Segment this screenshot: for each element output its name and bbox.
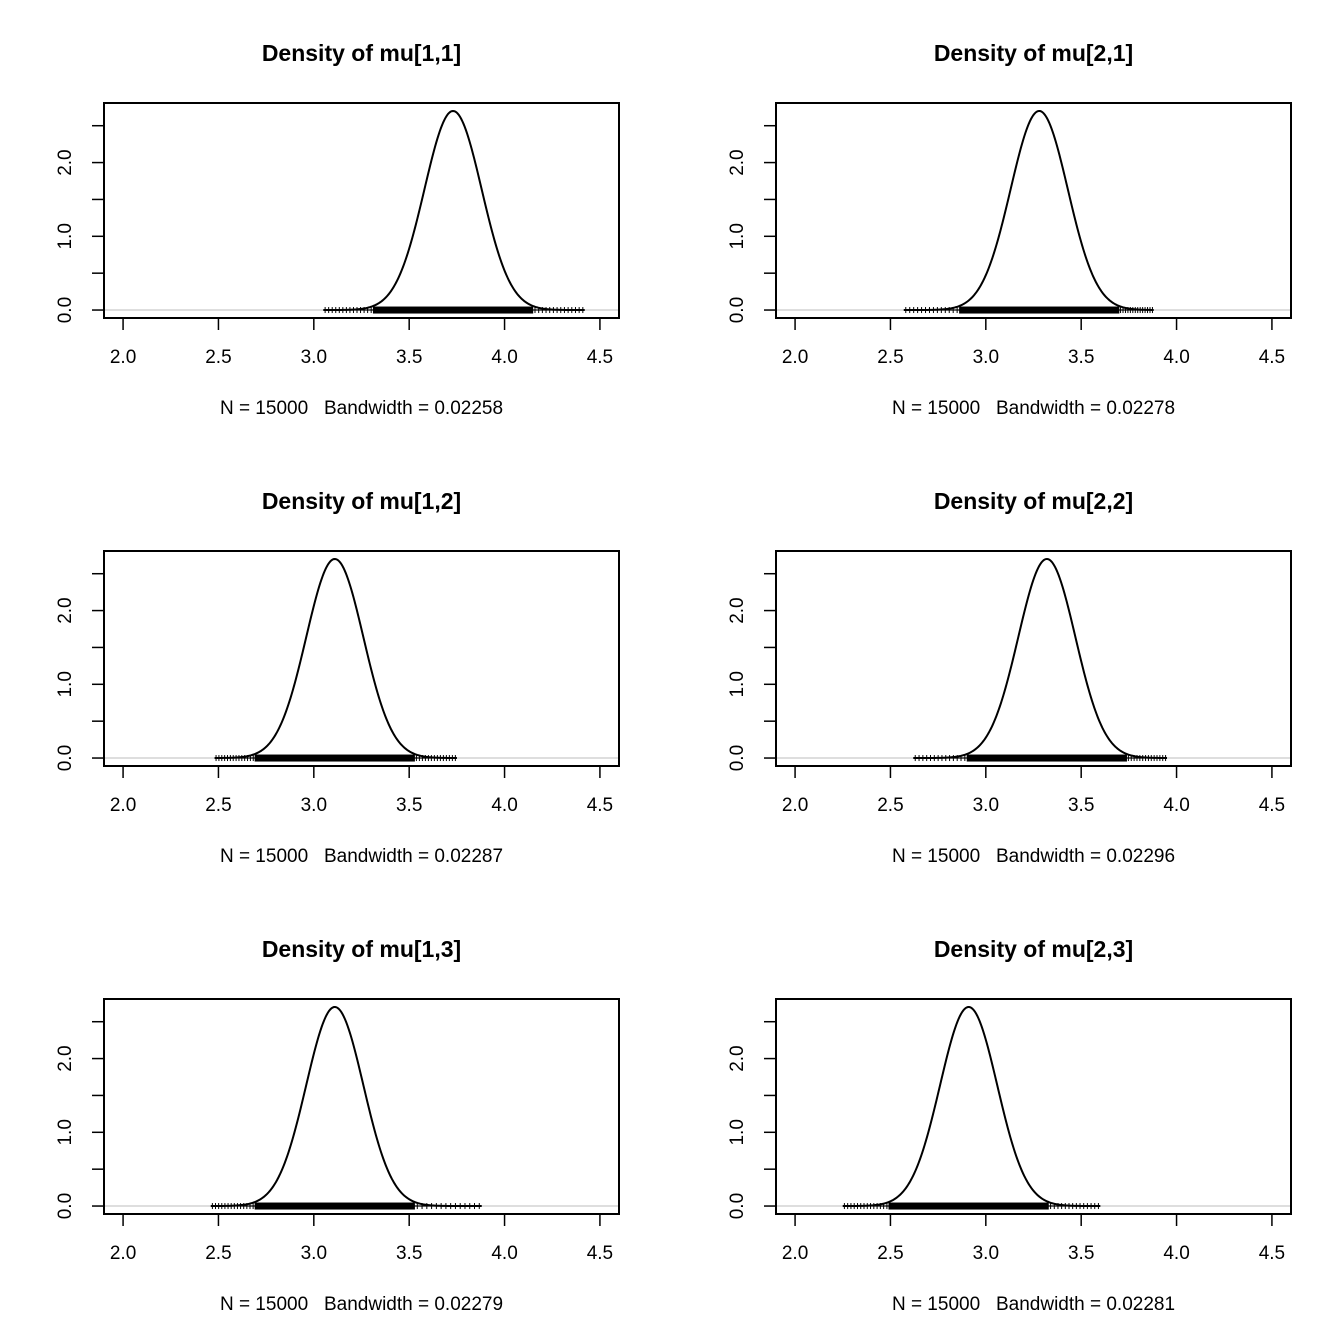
x-tick-label: 2.0 (110, 347, 136, 368)
plot-frame (103, 550, 620, 767)
x-tick-label: 4.0 (491, 795, 517, 816)
x-tick-label: 4.5 (587, 347, 613, 368)
x-axis-label: N = 15000 Bandwidth = 0.02287 (220, 846, 503, 867)
x-tick-label: 4.5 (587, 1243, 613, 1264)
x-tick-label: 4.5 (1259, 347, 1285, 368)
density-panel-5: Density of mu[1,3] 2.0 2.5 3.0 3.5 4.0 4.5 0.0 1… (55, 936, 620, 1315)
density-curve (913, 557, 1168, 760)
density-panel-6: Density of mu[2,3] 2.0 2.5 3.0 3.5 4.0 4.5 0.0 1… (727, 936, 1292, 1315)
y-tick-label: 0.0 (727, 297, 748, 323)
rug-band (959, 306, 1120, 314)
x-tick-label: 2.0 (110, 795, 136, 816)
x-tick-label: 3.0 (301, 347, 327, 368)
x-tick-label: 4.5 (587, 795, 613, 816)
x-tick-label: 3.0 (301, 795, 327, 816)
y-tick-label: 2.0 (55, 597, 76, 623)
x-tick-label: 3.5 (1068, 795, 1094, 816)
x-tick-label: 4.0 (1163, 795, 1189, 816)
x-tick-label: 3.5 (1068, 1243, 1094, 1264)
rug-band (372, 306, 534, 314)
density-curve (323, 109, 585, 312)
plot-frame (775, 998, 1292, 1215)
x-tick-label: 3.0 (973, 347, 999, 368)
x-tick-label: 3.5 (396, 1243, 422, 1264)
x-tick-label: 2.0 (110, 1243, 136, 1264)
plot-frame (103, 998, 620, 1215)
x-tick-label: 3.5 (1068, 347, 1094, 368)
x-tick-label: 4.0 (491, 1243, 517, 1264)
rug-band (888, 1202, 1049, 1210)
rug-band (966, 754, 1127, 762)
plot-frame (103, 102, 620, 319)
rug-band (254, 1202, 415, 1210)
y-tick-label: 0.0 (55, 745, 76, 771)
x-tick-label: 3.5 (396, 795, 422, 816)
x-tick-label: 3.0 (301, 1243, 327, 1264)
y-tick-label: 0.0 (727, 1193, 748, 1219)
x-axis-label: N = 15000 Bandwidth = 0.02279 (220, 1294, 503, 1315)
density-curve (210, 1005, 482, 1208)
density-curve (842, 1005, 1101, 1208)
panel-title: Density of mu[1,2] (262, 488, 461, 514)
y-tick-label: 2.0 (727, 1045, 748, 1071)
x-tick-label: 2.0 (782, 347, 808, 368)
x-tick-label: 4.0 (1163, 347, 1189, 368)
panel-title: Density of mu[1,3] (262, 936, 461, 962)
panel-title: Density of mu[2,3] (934, 936, 1133, 962)
x-axis-label: N = 15000 Bandwidth = 0.02258 (220, 398, 503, 419)
x-tick-label: 2.5 (877, 1243, 903, 1264)
density-panel-4: Density of mu[2,2] 2.0 2.5 3.0 3.5 4.0 4.5 0.0 1… (727, 488, 1292, 867)
density-panel-1: Density of mu[1,1] 2.0 2.5 3.0 3.5 4.0 4.5 0.0 1… (55, 40, 620, 419)
x-tick-label: 4.5 (1259, 1243, 1285, 1264)
x-axis-label: N = 15000 Bandwidth = 0.02296 (892, 846, 1175, 867)
density-panel-3: Density of mu[1,2] 2.0 2.5 3.0 3.5 4.0 4.5 0.0 1… (55, 488, 620, 867)
x-tick-label: 2.5 (877, 347, 903, 368)
x-tick-label: 4.0 (491, 347, 517, 368)
x-tick-label: 4.0 (1163, 1243, 1189, 1264)
y-tick-label: 2.0 (727, 149, 748, 175)
panel-title: Density of mu[2,2] (934, 488, 1133, 514)
y-tick-label: 2.0 (55, 149, 76, 175)
x-tick-label: 4.5 (1259, 795, 1285, 816)
y-tick-label: 1.0 (55, 671, 76, 697)
x-tick-label: 3.0 (973, 795, 999, 816)
panel-title: Density of mu[2,1] (934, 40, 1133, 66)
y-tick-label: 0.0 (55, 297, 76, 323)
x-tick-label: 3.5 (396, 347, 422, 368)
y-tick-label: 2.0 (727, 597, 748, 623)
y-tick-label: 1.0 (55, 223, 76, 249)
density-curve (214, 557, 457, 760)
y-tick-label: 1.0 (727, 671, 748, 697)
y-tick-label: 0.0 (727, 745, 748, 771)
y-tick-label: 1.0 (727, 1119, 748, 1145)
plot-frame (775, 102, 1292, 319)
y-tick-label: 0.0 (55, 1193, 76, 1219)
x-tick-label: 3.0 (973, 1243, 999, 1264)
x-tick-label: 2.5 (205, 795, 231, 816)
rug-band (254, 754, 415, 762)
y-tick-label: 2.0 (55, 1045, 76, 1071)
x-axis-label: N = 15000 Bandwidth = 0.02281 (892, 1294, 1175, 1315)
x-tick-label: 2.0 (782, 1243, 808, 1264)
density-curve (903, 109, 1154, 312)
x-tick-label: 2.5 (877, 795, 903, 816)
plot-frame (775, 550, 1292, 767)
density-panel-2: Density of mu[2,1] 2.0 2.5 3.0 3.5 4.0 4.5 0.0 1… (727, 40, 1292, 419)
y-tick-label: 1.0 (727, 223, 748, 249)
x-tick-label: 2.5 (205, 347, 231, 368)
x-tick-label: 2.5 (205, 1243, 231, 1264)
panel-title: Density of mu[1,1] (262, 40, 461, 66)
y-tick-label: 1.0 (55, 1119, 76, 1145)
x-tick-label: 2.0 (782, 795, 808, 816)
x-axis-label: N = 15000 Bandwidth = 0.02278 (892, 398, 1175, 419)
